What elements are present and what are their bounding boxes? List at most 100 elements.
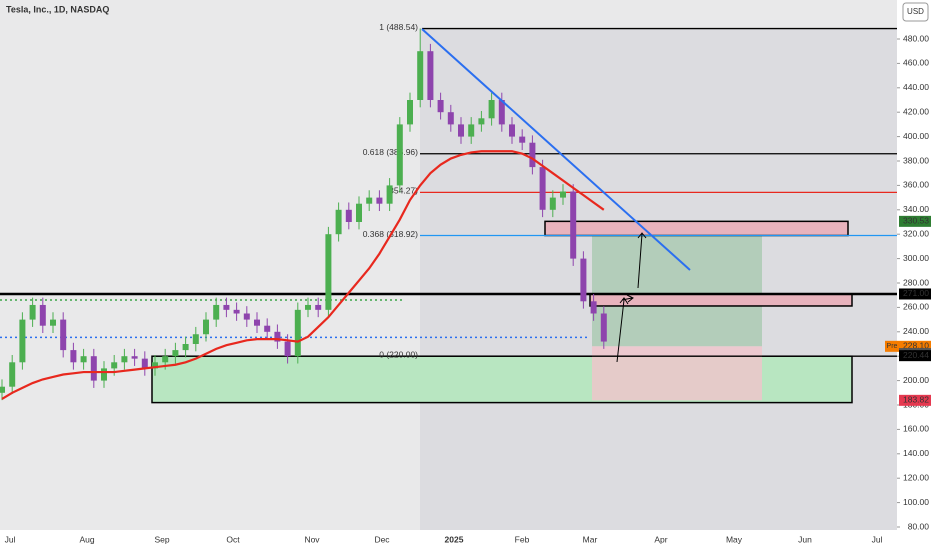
y-tick-label: 380.00: [903, 155, 929, 165]
candle-body: [539, 167, 546, 210]
candle-body: [529, 142, 536, 168]
y-tick-label: 280.00: [903, 277, 929, 287]
y-tick-label: 400.00: [903, 131, 929, 141]
candle-body: [345, 209, 352, 222]
candle-body: [254, 319, 260, 326]
candle-body: [519, 136, 526, 143]
candle-body: [203, 319, 209, 335]
candle-body: [560, 191, 566, 198]
y-tick-label: 240.00: [903, 326, 929, 336]
candle-body: [162, 356, 169, 363]
x-tick-label: Jul: [5, 534, 16, 544]
price-badge: [899, 394, 931, 406]
candle-body: [182, 344, 189, 351]
candle-body: [284, 341, 291, 357]
price-badge-label: 228.10: [903, 341, 929, 351]
candle-body: [498, 100, 505, 125]
currency[interactable]: USD: [907, 7, 924, 16]
candle-body: [478, 118, 485, 125]
candle-body: [29, 304, 36, 320]
candle-body: [447, 112, 454, 125]
candle-body: [80, 356, 87, 363]
candle-body: [141, 358, 148, 369]
y-tick-label: 260.00: [903, 302, 929, 312]
candle-body: [396, 124, 403, 186]
candle-body: [70, 350, 77, 363]
candle-body: [243, 313, 250, 320]
candle-body: [39, 304, 46, 326]
x-tick-label: Sep: [154, 534, 169, 544]
y-tick-label: 440.00: [903, 82, 929, 92]
y-tick-label: 140.00: [903, 448, 929, 458]
time-axis: [0, 530, 897, 550]
candle-body: [50, 319, 56, 326]
candle-body: [417, 51, 424, 100]
candle-body: [468, 124, 475, 137]
x-tick-label: 2025: [445, 534, 464, 544]
candle-body: [152, 362, 158, 369]
fib-label: (354.27): [386, 186, 418, 196]
candle-body: [192, 334, 199, 344]
x-tick-label: Mar: [583, 534, 598, 544]
candle-body: [437, 100, 444, 113]
fib-label: 0 (220.00): [379, 349, 418, 359]
x-tick-label: Jun: [798, 534, 812, 544]
y-tick-label: 80.00: [908, 521, 930, 531]
candle-body: [335, 209, 342, 235]
candle-body: [90, 356, 97, 381]
candle-body: [121, 356, 128, 363]
y-tick-label: 200.00: [903, 375, 929, 385]
price-badge-label: 220.44: [903, 350, 929, 360]
x-tick-label: Jul: [872, 534, 883, 544]
price-badge: [899, 350, 931, 362]
candle-body: [376, 197, 383, 204]
arrows: [616, 232, 647, 363]
price-badge-label: 330.53: [903, 216, 929, 226]
x-tick-label: Nov: [304, 534, 320, 544]
candle-body: [9, 362, 16, 387]
candle-body: [0, 386, 5, 393]
candle-body: [60, 319, 67, 351]
y-tick-label: 420.00: [903, 106, 929, 116]
x-tick-label: Dec: [374, 534, 390, 544]
x-tick-label: May: [726, 534, 743, 544]
pre-tag: [885, 340, 899, 352]
y-tick-label: 360.00: [903, 180, 929, 190]
candle-body: [325, 234, 332, 310]
candle-body: [356, 203, 362, 222]
candle-body: [509, 124, 515, 137]
price-axis: [897, 0, 932, 550]
candle-body: [366, 197, 373, 204]
candle-body: [213, 304, 220, 320]
y-tick-label: 100.00: [903, 497, 929, 507]
candle-body: [458, 124, 464, 137]
price-badge: [899, 215, 931, 227]
candle-body: [172, 350, 179, 357]
y-tick-label: 120.00: [903, 472, 929, 482]
resistance-zone: [544, 220, 849, 237]
currency-box[interactable]: [902, 2, 929, 22]
price-badge-label: 183.82: [903, 395, 929, 405]
price-badge: [899, 288, 931, 300]
candle-body: [549, 197, 556, 210]
y-tick-label: 480.00: [903, 33, 929, 43]
fib-label: 0.618 (385.96): [363, 147, 418, 157]
candle-body: [294, 309, 301, 357]
fib-label: 1 (488.54): [379, 22, 418, 32]
candle-body: [580, 258, 587, 302]
x-tick-label: Oct: [226, 534, 240, 544]
y-tick-label: 300.00: [903, 253, 929, 263]
candle-body: [386, 185, 393, 204]
x-tick-label: Aug: [79, 534, 94, 544]
chart-title: Tesla, Inc., 1D, NASDAQ: [6, 4, 109, 14]
candle-body: [274, 331, 281, 342]
candle-body: [590, 301, 597, 314]
candle-body: [111, 362, 118, 369]
candle-body: [570, 191, 577, 259]
price-badge-label: 271.00: [903, 288, 929, 298]
candle-body: [407, 100, 413, 125]
y-tick-label: 160.00: [903, 424, 929, 434]
x-tick-label: Apr: [654, 534, 667, 544]
risk-box: [592, 346, 762, 401]
